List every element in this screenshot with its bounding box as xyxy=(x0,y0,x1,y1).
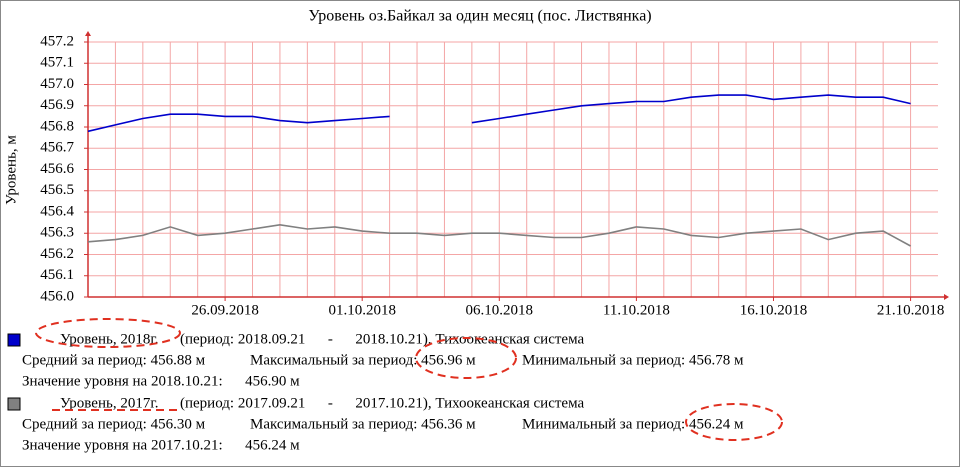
plot-area: 456.0 456.1 456.2 456.3 456.4 456.5 456.6 456.7… xyxy=(40,31,949,318)
annotation-ellipse xyxy=(415,337,517,379)
y-tick-label: 456.6 xyxy=(40,161,74,177)
y-tick-label: 456.9 xyxy=(40,97,74,113)
legend-label: Уровень, 2018г. xyxy=(60,331,159,347)
x-tick-label: 11.10.2018 xyxy=(603,302,670,318)
y-tick-label: 457.2 xyxy=(40,33,74,49)
axis-arrow xyxy=(85,31,91,36)
legend-swatch xyxy=(7,397,21,411)
y-tick-label: 456.8 xyxy=(40,118,74,134)
y-tick-label: 456.7 xyxy=(40,140,74,156)
series-line xyxy=(87,223,911,247)
y-tick-label: 456.5 xyxy=(40,182,74,198)
x-tick-label: 06.10.2018 xyxy=(466,302,534,318)
chart-title: Уровень оз.Байкал за один месяц (пос. Ли… xyxy=(308,8,651,25)
mean: Средний за период: 456.88 м xyxy=(22,352,206,368)
annotation-ellipse xyxy=(35,318,181,348)
annotation-ellipse xyxy=(685,403,783,441)
last: Значение уровня на 2018.10.21: 456.90 м xyxy=(22,373,300,389)
period: (период: 2018.09.21 - 2018.10.21), Тихоо… xyxy=(180,331,584,347)
y-tick-label: 456.3 xyxy=(40,225,74,241)
axis-arrow xyxy=(944,294,949,300)
min: Минимальный за период: 456.24 м xyxy=(522,416,744,432)
x-tick-label: 16.10.2018 xyxy=(740,302,808,318)
series-line xyxy=(87,94,911,133)
y-tick-label: 456.0 xyxy=(40,288,74,304)
legend-label: Уровень, 2017г. xyxy=(60,395,159,411)
period: (период: 2017.09.21 - 2017.10.21), Тихоо… xyxy=(180,395,584,411)
y-tick-label: 457.1 xyxy=(40,55,74,71)
y-tick-label: 456.1 xyxy=(40,267,74,283)
last: Значение уровня на 2017.10.21: 456.24 м xyxy=(22,437,300,453)
y-axis-label: Уровень, м xyxy=(3,135,19,205)
min: Минимальный за период: 456.78 м xyxy=(522,352,744,368)
max: Максимальный за период: 456.36 м xyxy=(250,416,476,432)
y-tick-label: 456.2 xyxy=(40,246,74,262)
x-tick-label: 21.10.2018 xyxy=(877,302,945,318)
x-tick-label: 01.10.2018 xyxy=(328,302,396,318)
y-tick-label: 456.4 xyxy=(40,203,74,219)
legend-swatch xyxy=(7,333,21,347)
max: Максимальный за период: 456.96 м xyxy=(250,352,476,368)
mean: Средний за период: 456.30 м xyxy=(22,416,206,432)
x-tick-label: 26.09.2018 xyxy=(191,302,259,318)
y-tick-label: 457.0 xyxy=(40,76,74,92)
